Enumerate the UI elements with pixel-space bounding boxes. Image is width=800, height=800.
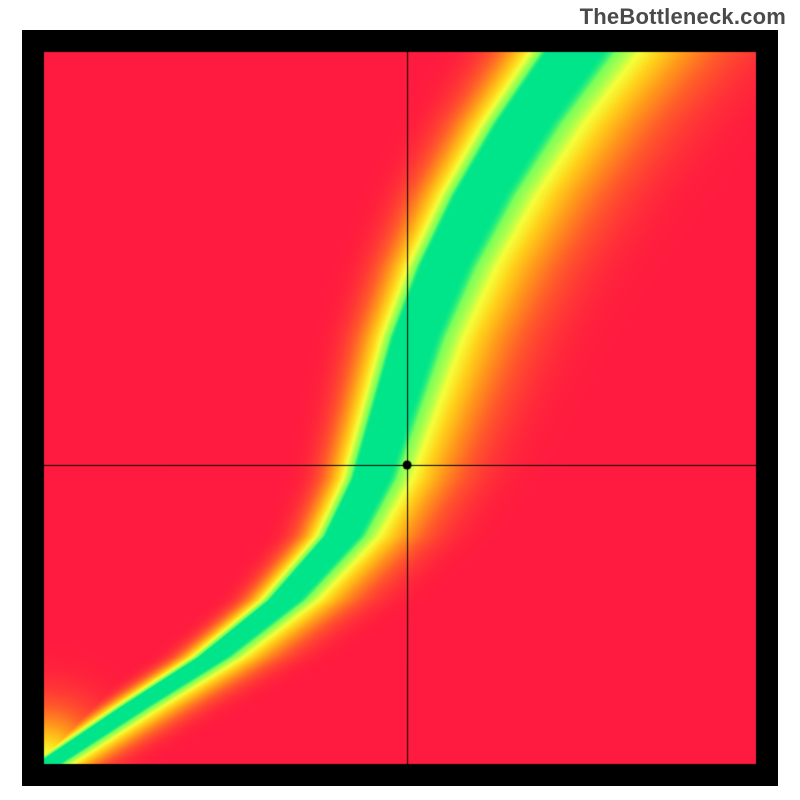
watermark-text: TheBottleneck.com bbox=[580, 4, 786, 30]
bottleneck-heatmap bbox=[22, 30, 778, 786]
